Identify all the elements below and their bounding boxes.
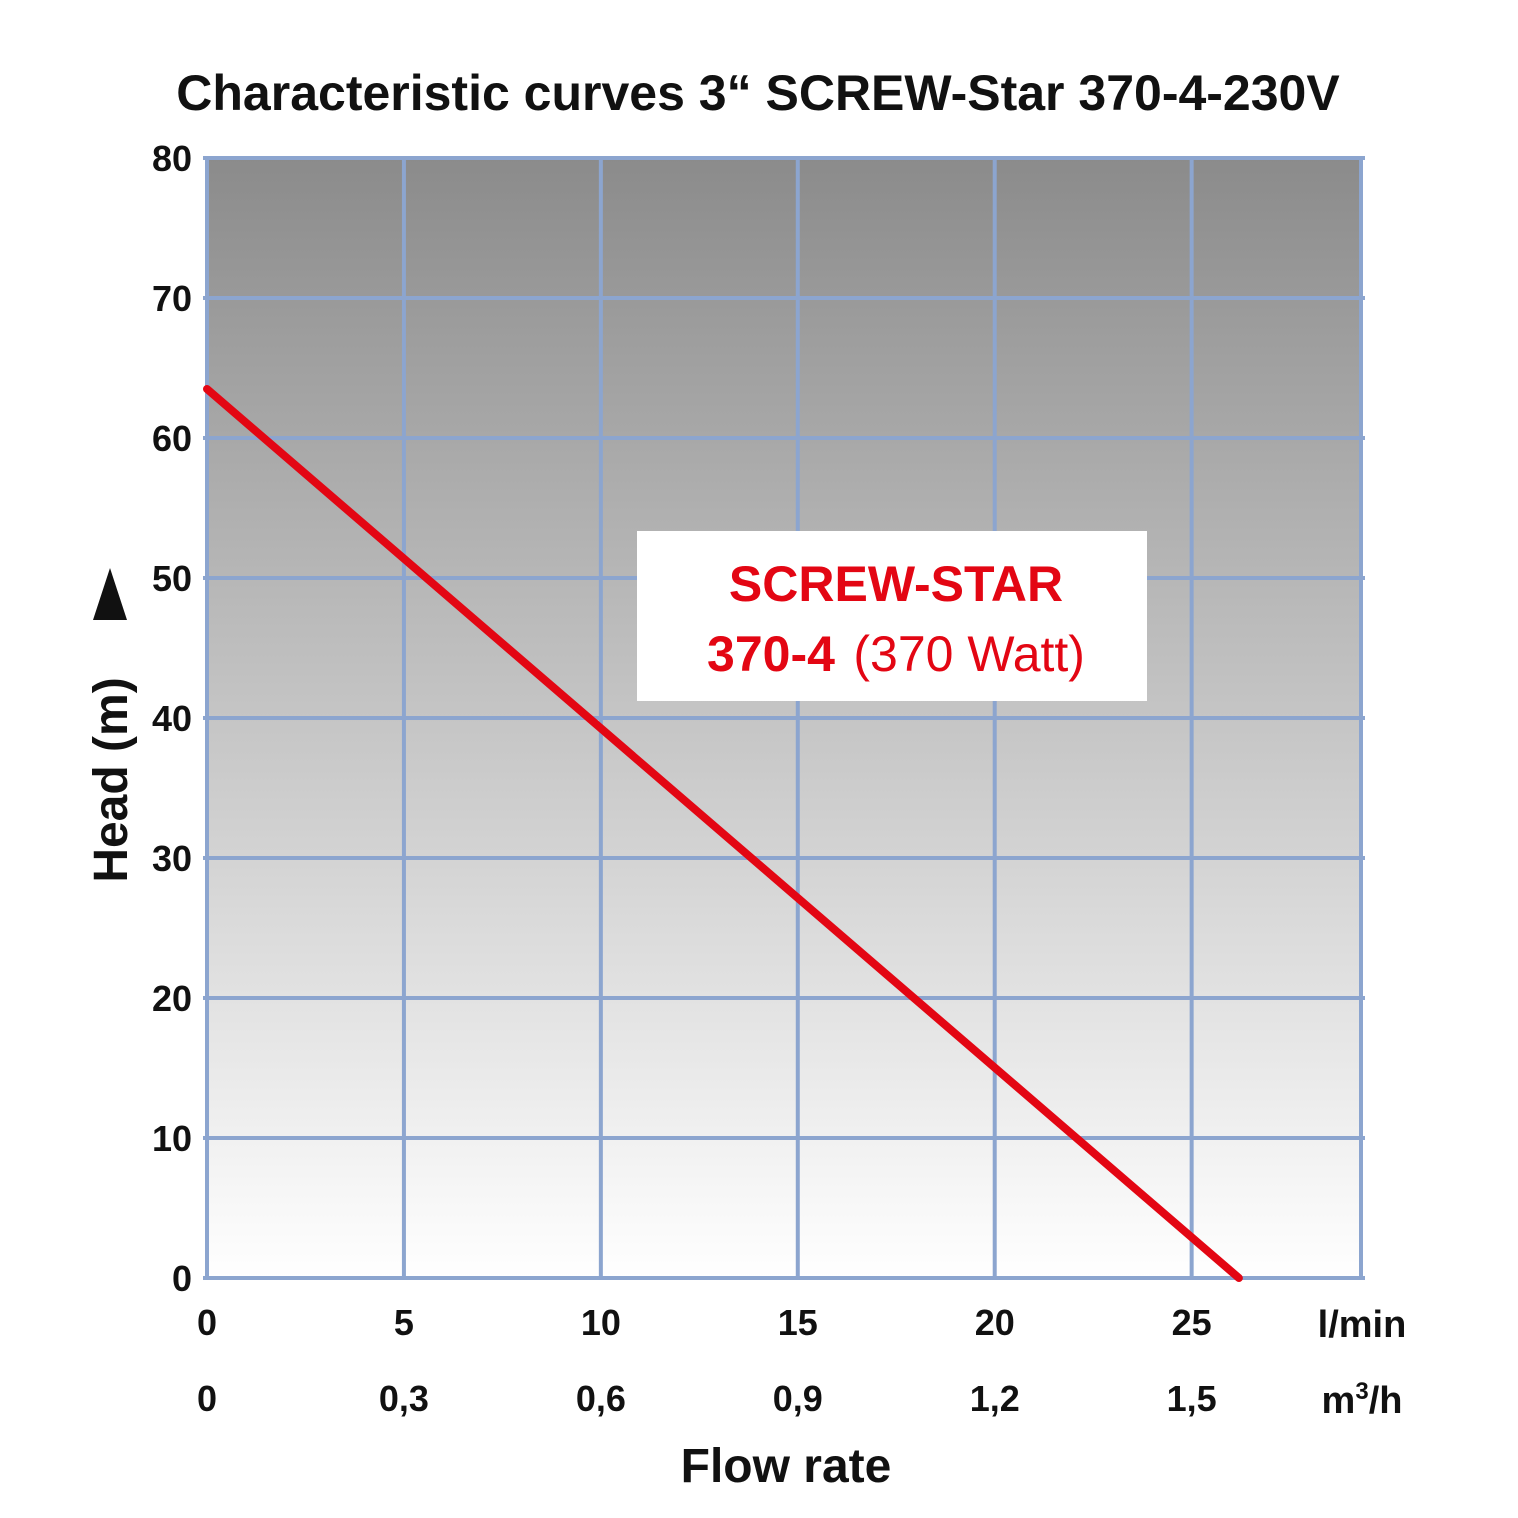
x-tick-label-m3h: 0,9 <box>773 1378 823 1419</box>
x-tick-label-m3h: 0 <box>197 1378 217 1419</box>
y-axis-title-group: Head (m) <box>85 568 138 883</box>
series-label-line2: 370-4 (370 Watt) <box>707 626 1085 682</box>
series-label-watt: (370 Watt) <box>853 626 1085 682</box>
up-arrow-icon <box>93 568 127 620</box>
x-tick-label-m3h: 0,6 <box>576 1378 626 1419</box>
x-tick-label-lmin: 25 <box>1172 1302 1212 1343</box>
series-curve-370-4 <box>203 385 1243 1282</box>
y-tick-label: 50 <box>152 558 192 599</box>
x-unit-lmin: l/min <box>1318 1304 1407 1346</box>
y-tick-label: 80 <box>152 138 192 179</box>
y-axis-title: Head (m) <box>85 677 138 882</box>
x-unit-m3h-base: m <box>1322 1380 1356 1422</box>
x-axis-title: Flow rate <box>681 1440 892 1493</box>
series-label-line1: SCREW-STAR <box>729 556 1063 612</box>
y-tick-label: 10 <box>152 1118 192 1159</box>
y-tick-label: 20 <box>152 978 192 1019</box>
x-unit-m3h-sup: 3 <box>1355 1378 1368 1405</box>
y-tick-labels: 0 10 20 30 40 50 60 70 80 <box>152 138 192 1299</box>
horizontal-gridlines <box>203 156 1365 1280</box>
x-tick-labels-m3h: 0 0,3 0,6 0,9 1,2 1,5 <box>197 1378 1217 1419</box>
x-tick-label-lmin: 10 <box>581 1302 621 1343</box>
x-tick-label-m3h: 1,5 <box>1167 1378 1217 1419</box>
series-label-name: 370-4 <box>707 626 835 682</box>
y-tick-label: 60 <box>152 418 192 459</box>
x-unit-m3h: m3/h <box>1322 1378 1403 1422</box>
y-tick-label: 0 <box>172 1258 192 1299</box>
x-tick-label-lmin: 0 <box>197 1302 217 1343</box>
x-tick-label-lmin: 20 <box>975 1302 1015 1343</box>
x-tick-label-lmin: 5 <box>394 1302 414 1343</box>
x-tick-label-lmin: 15 <box>778 1302 818 1343</box>
y-tick-label: 70 <box>152 278 192 319</box>
y-tick-label: 40 <box>152 698 192 739</box>
x-tick-labels-lmin: 0 5 10 15 20 25 <box>197 1302 1212 1343</box>
y-tick-label: 30 <box>152 838 192 879</box>
x-tick-label-m3h: 0,3 <box>379 1378 429 1419</box>
x-unit-m3h-tail: /h <box>1369 1380 1403 1422</box>
chart-title: Characteristic curves 3“ SCREW-Star 370-… <box>176 65 1340 121</box>
x-tick-label-m3h: 1,2 <box>970 1378 1020 1419</box>
series-label-box <box>637 531 1147 701</box>
